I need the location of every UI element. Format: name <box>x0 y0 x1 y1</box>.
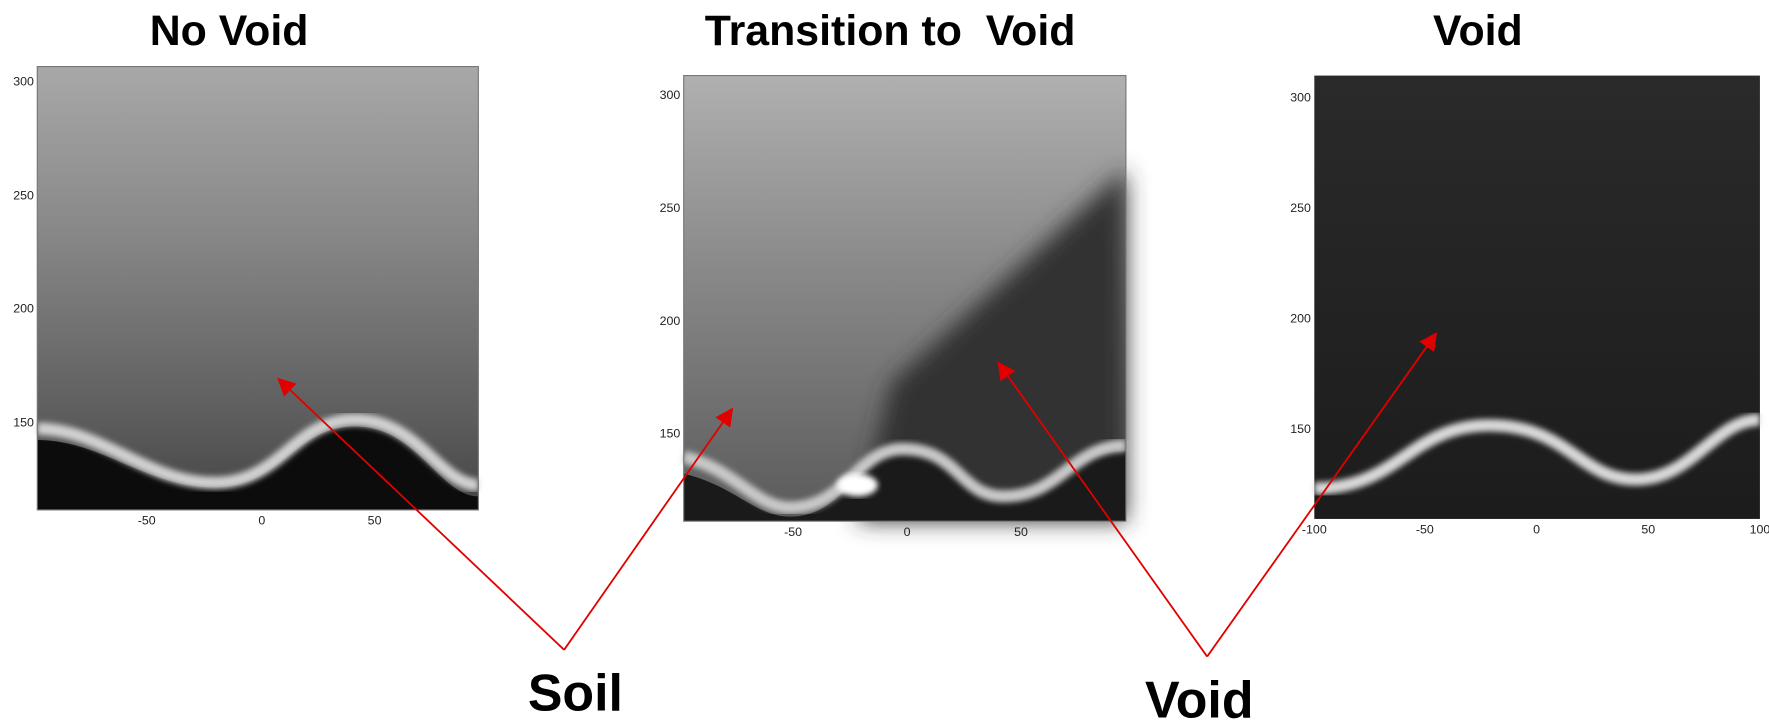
x-tick-label: 0 <box>1533 523 1540 537</box>
panel-image <box>37 67 478 510</box>
x-tick-label: 100 <box>1750 523 1769 537</box>
x-tick-label: 50 <box>1641 523 1655 537</box>
y-tick-label: 200 <box>1290 312 1311 326</box>
y-tick-label: 200 <box>660 314 681 328</box>
y-tick-label: 150 <box>1290 422 1311 436</box>
x-tick-label: -50 <box>784 525 802 539</box>
y-tick-label: 250 <box>660 201 681 215</box>
y-tick-label: 150 <box>13 415 34 429</box>
x-tick-label: 0 <box>258 513 265 527</box>
y-tick-label: 150 <box>660 427 681 441</box>
x-tick-label: 50 <box>368 513 382 527</box>
y-tick-label: 250 <box>1290 201 1311 215</box>
y-tick-label: 200 <box>13 301 34 315</box>
figure: Soil Void No Void 300 250 200 150 -50 0 50 Trans… <box>0 0 1769 722</box>
panel-title: No Void <box>150 7 309 55</box>
x-tick-label: 0 <box>904 525 911 539</box>
panel-image <box>684 76 1126 522</box>
y-tick-label: 300 <box>1290 90 1311 104</box>
x-tick-label: -50 <box>138 513 156 527</box>
y-tick-label: 250 <box>13 189 34 203</box>
annotation: Void <box>1145 670 1254 722</box>
y-tick-label: 300 <box>660 88 681 102</box>
panel-title: Transition to Void <box>705 7 1076 55</box>
x-tick-label: 50 <box>1014 525 1028 539</box>
panel-image <box>1314 76 1760 519</box>
y-tick-label: 300 <box>13 75 34 89</box>
annotation: Soil <box>528 664 623 722</box>
panel-title: Void <box>1433 7 1523 55</box>
x-tick-label: -100 <box>1302 523 1327 537</box>
x-tick-label: -50 <box>1416 523 1434 537</box>
